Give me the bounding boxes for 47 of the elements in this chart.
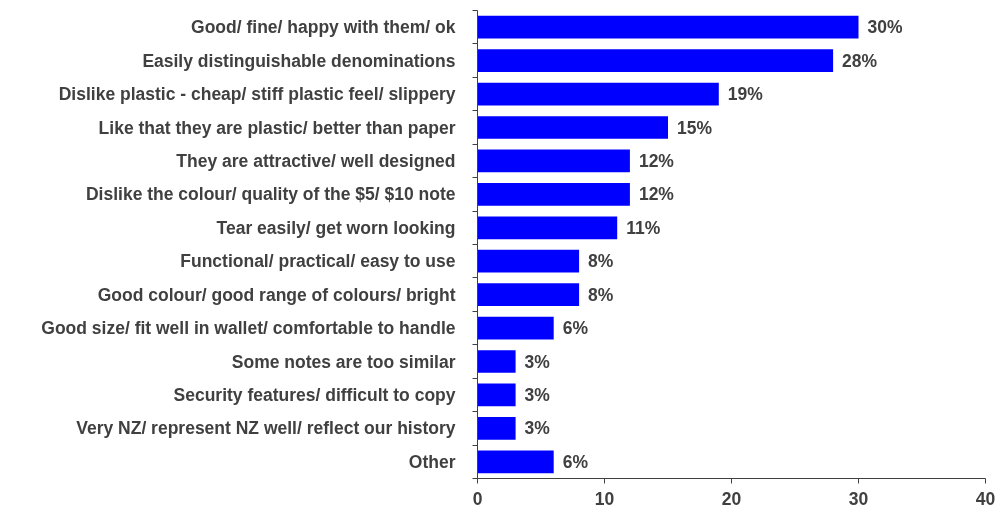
y-tick-label: Very NZ/ represent NZ well/ reflect our history <box>76 418 456 439</box>
bar <box>477 49 834 73</box>
data-label: 19% <box>727 84 764 105</box>
data-label: 6% <box>562 318 589 339</box>
data-label: 3% <box>524 418 551 439</box>
bar <box>477 316 554 340</box>
data-label: 3% <box>524 351 551 372</box>
data-label: 15% <box>677 117 713 138</box>
bar <box>477 182 630 206</box>
bar <box>477 350 516 373</box>
y-tick-label: Like that they are plastic/ better than paper <box>98 117 456 138</box>
bar <box>477 149 630 173</box>
y-tick-label: They are attractive/ well designed <box>176 150 456 171</box>
data-label: 30% <box>867 17 903 38</box>
x-tick-label: 10 <box>594 488 615 509</box>
bar <box>477 283 580 307</box>
bar <box>477 383 516 407</box>
x-tick-label: 30 <box>848 488 869 509</box>
bar <box>477 15 859 39</box>
data-label: 28% <box>842 50 878 71</box>
y-tick-label: Dislike the colour/ quality of the $5/ $10 note <box>85 184 456 205</box>
y-tick-label: Good size/ fit well in wallet/ comfortable to handle <box>41 318 456 339</box>
x-tick-label: 40 <box>975 488 996 509</box>
x-tick-label: 20 <box>721 488 742 509</box>
data-label: 11% <box>626 217 661 238</box>
y-tick-label: Tear easily/ get worn looking <box>216 217 456 238</box>
data-label: 3% <box>524 384 551 405</box>
y-tick-label: Dislike plastic - cheap/ stiff plastic feel/ slippery <box>58 84 456 105</box>
x-tick-label: 0 <box>472 488 483 509</box>
bar <box>477 116 668 139</box>
y-tick-label: Good colour/ good range of colours/ bright <box>97 284 456 305</box>
y-tick-label: Security features/ difficult to copy <box>173 384 456 405</box>
data-label: 12% <box>638 184 675 205</box>
data-label: 6% <box>562 451 589 472</box>
y-tick-label: Some notes are too similar <box>231 351 456 372</box>
data-label: 12% <box>638 150 675 171</box>
y-tick-label: Good/ fine/ happy with them/ ok <box>191 17 456 38</box>
bar <box>477 450 554 474</box>
data-label: 8% <box>588 284 614 305</box>
bar <box>477 416 516 440</box>
y-tick-label: Easily distinguishable denominations <box>142 50 456 71</box>
y-tick-label: Functional/ practical/ easy to use <box>180 251 456 272</box>
bar <box>477 82 719 106</box>
bar <box>477 249 580 273</box>
y-tick-label: Other <box>408 451 456 472</box>
data-label: 8% <box>588 251 614 272</box>
bar <box>477 216 618 240</box>
